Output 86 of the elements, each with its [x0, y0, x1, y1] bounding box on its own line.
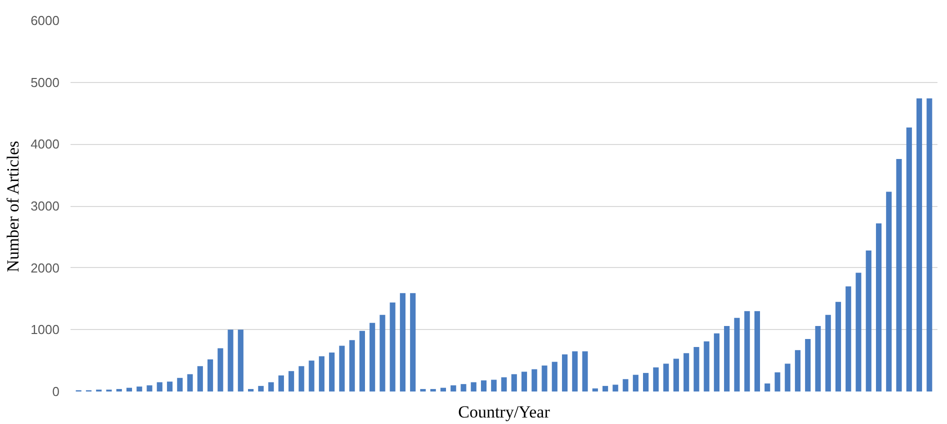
bar	[370, 322, 376, 392]
bar	[866, 250, 872, 392]
bar	[774, 372, 780, 392]
bar	[815, 326, 821, 392]
bar	[532, 369, 538, 392]
bar	[916, 98, 922, 392]
bar	[764, 383, 770, 392]
bar	[521, 372, 528, 392]
bar	[228, 330, 234, 392]
bar	[146, 385, 152, 392]
bar	[288, 371, 294, 392]
bar	[501, 377, 507, 392]
bar	[197, 366, 203, 392]
bar	[268, 382, 274, 392]
bar	[136, 386, 142, 392]
bar	[349, 340, 355, 392]
y-tick-label: 2000	[30, 260, 60, 276]
bar	[846, 286, 852, 392]
x-axis-title: Country/Year	[458, 402, 550, 422]
bar	[704, 341, 710, 392]
bar	[542, 366, 548, 392]
bar	[440, 388, 446, 392]
bar	[622, 379, 628, 392]
bar	[734, 318, 740, 392]
bar	[166, 382, 173, 392]
bar	[390, 302, 396, 392]
y-axis-title: Number of Articles	[4, 140, 23, 272]
bar	[582, 351, 588, 392]
bar	[450, 385, 456, 392]
bar	[480, 380, 487, 392]
bar	[339, 346, 345, 392]
y-tick-label: 0	[52, 384, 60, 399]
bar	[754, 311, 760, 392]
bar	[684, 353, 690, 392]
bar	[238, 330, 244, 392]
bar	[612, 384, 618, 392]
y-tick-label: 6000	[30, 13, 60, 28]
y-tick-label: 1000	[30, 322, 60, 338]
bar	[876, 223, 882, 392]
bar	[400, 293, 406, 392]
bar	[207, 359, 214, 392]
bar	[714, 333, 720, 392]
bar	[177, 378, 183, 392]
bar	[673, 358, 679, 392]
bar	[470, 382, 476, 392]
bar	[896, 159, 902, 392]
bar	[694, 346, 700, 392]
bar	[156, 382, 162, 392]
bar	[308, 360, 314, 392]
bar	[856, 272, 862, 392]
bar	[218, 348, 224, 392]
bar	[653, 367, 659, 392]
bar	[410, 293, 416, 392]
y-tick-label: 3000	[30, 198, 60, 214]
bar	[632, 374, 638, 392]
bar	[552, 362, 558, 392]
bar	[511, 374, 517, 392]
bar	[724, 326, 730, 392]
bar	[359, 330, 365, 392]
bar	[825, 314, 831, 392]
bar	[491, 380, 497, 392]
bar	[643, 372, 649, 392]
bar	[602, 386, 608, 392]
bar	[562, 354, 568, 392]
bar	[329, 352, 335, 392]
bar	[380, 314, 386, 392]
bar	[784, 364, 790, 392]
bar	[805, 338, 811, 392]
y-tick-label: 4000	[30, 136, 60, 152]
y-tick-label: 5000	[30, 74, 60, 90]
bar	[278, 375, 284, 392]
bar	[744, 311, 750, 392]
bar	[318, 356, 324, 392]
bar	[886, 192, 892, 392]
bar	[794, 350, 801, 392]
bar	[592, 388, 598, 392]
bar	[835, 302, 842, 392]
bar	[298, 366, 304, 392]
bar	[906, 127, 912, 392]
bar	[258, 386, 264, 392]
bar	[187, 374, 193, 392]
bar	[126, 388, 132, 392]
bar	[460, 384, 466, 392]
bar	[572, 351, 578, 392]
bar	[926, 98, 932, 392]
bar	[663, 364, 669, 392]
